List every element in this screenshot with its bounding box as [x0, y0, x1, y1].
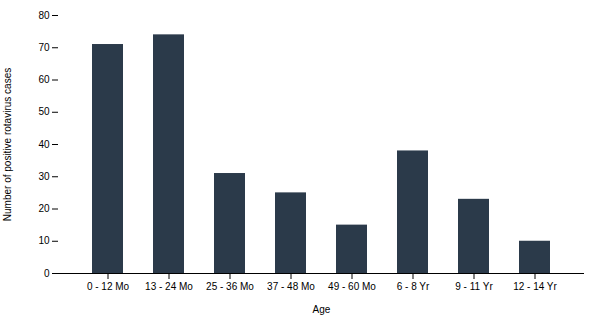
svg-text:37 - 48 Mo: 37 - 48 Mo	[267, 281, 315, 292]
svg-text:60: 60	[38, 74, 50, 85]
svg-text:49 - 60 Mo: 49 - 60 Mo	[328, 281, 376, 292]
svg-text:13 - 24 Mo: 13 - 24 Mo	[145, 281, 193, 292]
svg-text:9 - 11 Yr: 9 - 11 Yr	[455, 281, 493, 292]
svg-text:50: 50	[38, 106, 50, 117]
svg-text:Age: Age	[313, 304, 331, 315]
svg-text:20: 20	[38, 203, 50, 214]
svg-text:Number of positive rotavirus c: Number of positive rotavirus cases	[2, 68, 13, 221]
svg-text:80: 80	[38, 10, 50, 21]
svg-text:10: 10	[38, 235, 50, 246]
svg-text:0: 0	[44, 268, 50, 279]
svg-text:0 - 12 Mo: 0 - 12 Mo	[87, 281, 130, 292]
svg-text:6 - 8 Yr: 6 - 8 Yr	[397, 281, 430, 292]
svg-text:70: 70	[38, 42, 50, 53]
svg-text:25 - 36 Mo: 25 - 36 Mo	[206, 281, 254, 292]
svg-text:12 - 14 Yr: 12 - 14 Yr	[513, 281, 557, 292]
svg-text:40: 40	[38, 139, 50, 150]
svg-text:30: 30	[38, 171, 50, 182]
